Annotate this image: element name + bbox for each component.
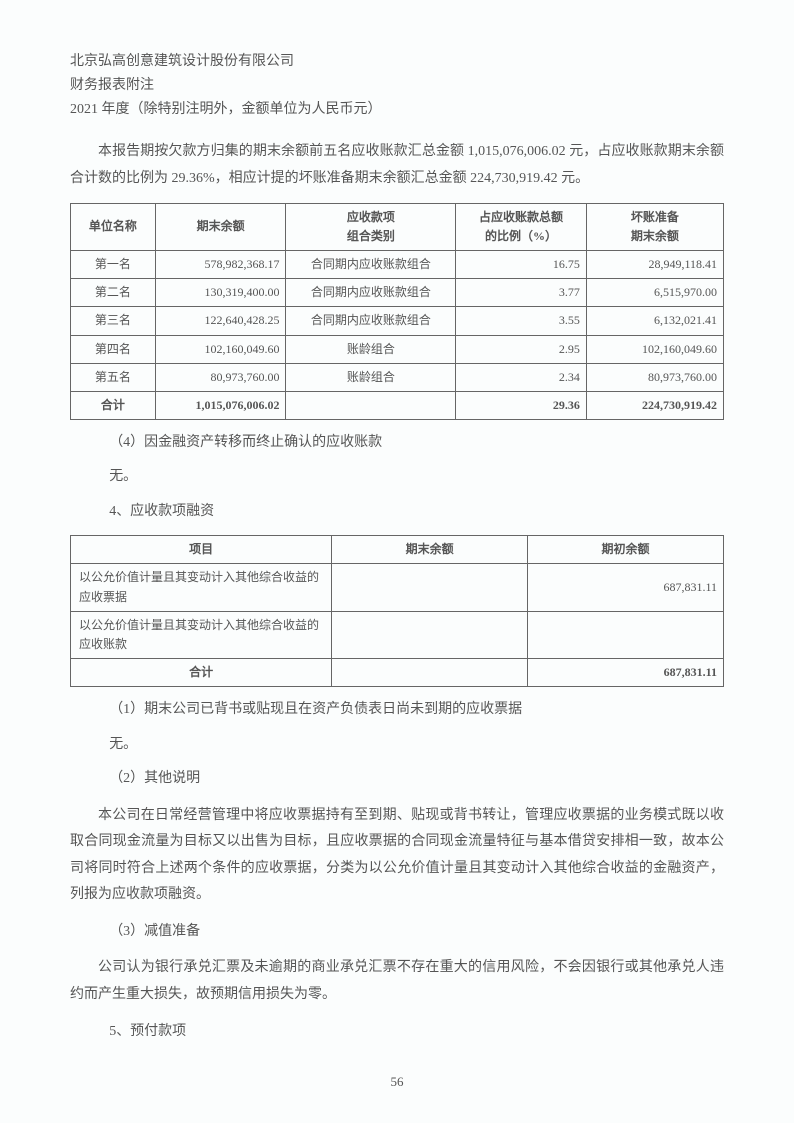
table-row: 第一名578,982,368.17合同期内应收账款组合16.7528,949,1… — [71, 250, 724, 278]
table-row: 第三名122,640,428.25合同期内应收账款组合3.556,132,021… — [71, 307, 724, 335]
th-provision: 坏账准备 期末余额 — [586, 203, 723, 250]
section-sub1: （1）期末公司已背书或贴现且在资产负债表日尚未到期的应收票据 — [70, 699, 724, 721]
th-balance: 期末余额 — [155, 203, 286, 250]
company-name: 北京弘高创意建筑设计股份有限公司 — [70, 50, 724, 74]
table-row: 以公允价值计量且其变动计入其他综合收益的应收票据687,831.11 — [71, 564, 724, 611]
section-4-title: 4、应收款项融资 — [70, 501, 724, 523]
th-percent: 占应收账款总额 的比例（%） — [456, 203, 587, 250]
th-beg: 期初余额 — [528, 536, 724, 564]
explain-paragraph: 本公司在日常经营管理中将应收票据持有至到期、贴现或背书转让，管理应收票据的业务模… — [70, 803, 724, 909]
table-row: 第五名80,973,760.00账龄组合2.3480,973,760.00 — [71, 363, 724, 391]
section-sub3: （3）减值准备 — [70, 921, 724, 943]
section-5-title: 5、预付款项 — [70, 1021, 724, 1043]
section-4-sub4: （4）因金融资产转移而终止确认的应收账款 — [70, 432, 724, 454]
intro-paragraph: 本报告期按欠款方归集的期末余额前五名应收账款汇总金额 1,015,076,006… — [70, 139, 724, 192]
table-total-row: 合计687,831.11 — [71, 659, 724, 687]
section-sub2: （2）其他说明 — [70, 768, 724, 790]
th-category: 应收款项 组合类别 — [286, 203, 456, 250]
none-2: 无。 — [70, 734, 724, 756]
t2-body: 以公允价值计量且其变动计入其他综合收益的应收票据687,831.11以公允价值计… — [71, 564, 724, 687]
doc-period: 2021 年度（除特别注明外，金额单位为人民币元） — [70, 98, 724, 122]
none-1: 无。 — [70, 466, 724, 488]
receivables-financing-table: 项目 期末余额 期初余额 以公允价值计量且其变动计入其他综合收益的应收票据687… — [70, 535, 724, 687]
top5-receivables-table: 单位名称 期末余额 应收款项 组合类别 占应收账款总额 的比例（%） 坏账准备 … — [70, 203, 724, 421]
table-row: 第四名102,160,049.60账龄组合2.95102,160,049.60 — [71, 335, 724, 363]
page-number: 56 — [0, 1072, 794, 1093]
page-header: 北京弘高创意建筑设计股份有限公司 财务报表附注 2021 年度（除特别注明外，金… — [70, 50, 724, 121]
th-unit: 单位名称 — [71, 203, 156, 250]
table-row: 以公允价值计量且其变动计入其他综合收益的应收账款 — [71, 611, 724, 658]
document-page: 北京弘高创意建筑设计股份有限公司 财务报表附注 2021 年度（除特别注明外，金… — [0, 0, 794, 1123]
impair-paragraph: 公司认为银行承兑汇票及未逾期的商业承兑汇票不存在重大的信用风险，不会因银行或其他… — [70, 955, 724, 1008]
table-total-row: 合计1,015,076,006.0229.36224,730,919.42 — [71, 391, 724, 419]
th-end: 期末余额 — [332, 536, 528, 564]
table-row: 第二名130,319,400.00合同期内应收账款组合3.776,515,970… — [71, 279, 724, 307]
t1-body: 第一名578,982,368.17合同期内应收账款组合16.7528,949,1… — [71, 250, 724, 419]
th-item: 项目 — [71, 536, 332, 564]
doc-subtitle: 财务报表附注 — [70, 74, 724, 98]
